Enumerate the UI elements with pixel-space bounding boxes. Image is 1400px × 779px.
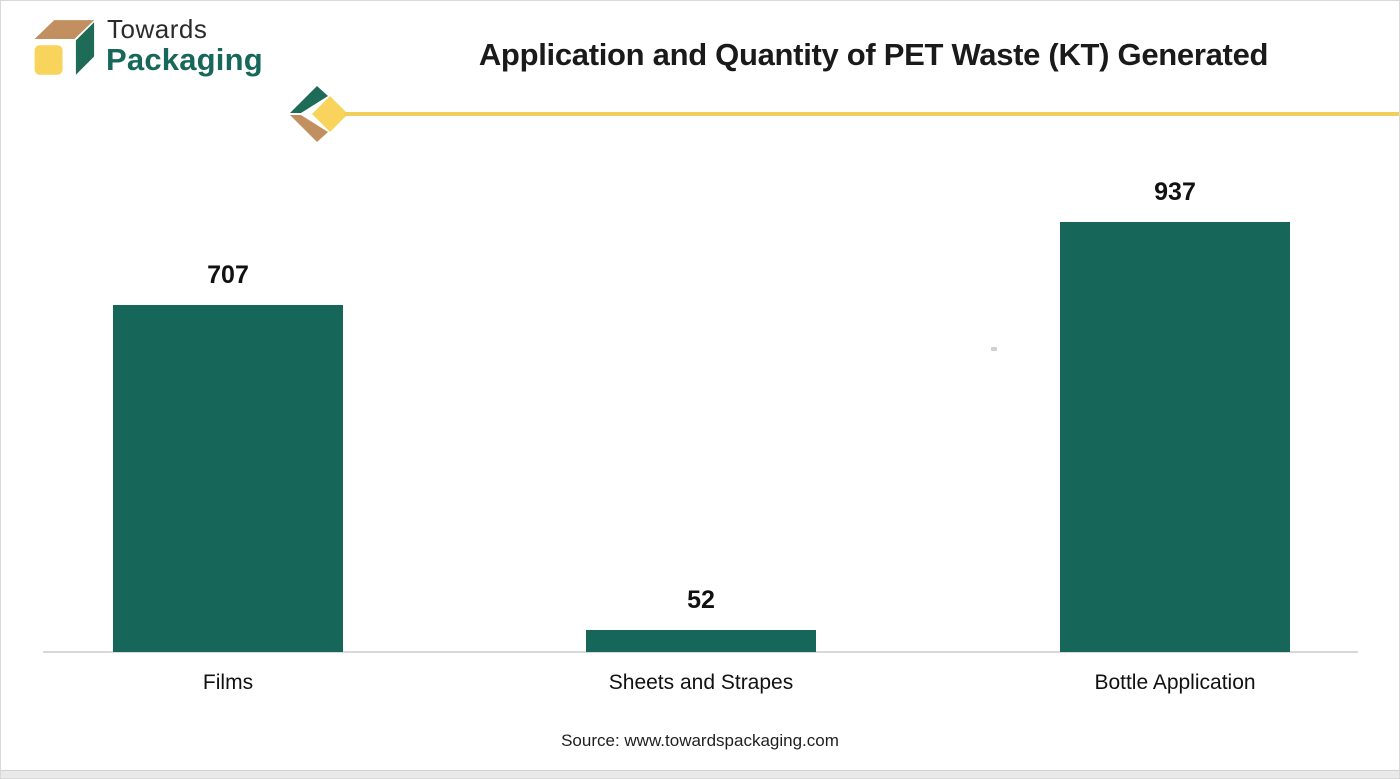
bar-value-label-bottle-application: 937 <box>1154 178 1196 206</box>
bottom-border-strip <box>1 770 1399 778</box>
speck-artifact <box>991 347 997 351</box>
x-axis-line <box>43 651 1358 653</box>
source-text: Source: www.towardspackaging.com <box>561 731 839 750</box>
title-divider-line <box>344 112 1399 116</box>
brand-cube-icon <box>34 20 95 75</box>
bar-value-label-sheets-and-strapes: 52 <box>687 586 715 614</box>
bar-value-label-films: 707 <box>207 261 249 289</box>
chevron-green-face <box>290 86 328 113</box>
cube-side-face <box>75 22 95 75</box>
bar-category-label-bottle-application: Bottle Application <box>1094 671 1256 694</box>
bar-films <box>113 305 343 652</box>
brand-name-line1: Towards <box>107 14 208 44</box>
bar-category-label-sheets-and-strapes: Sheets and Strapes <box>608 671 794 694</box>
bar-sheets-and-strapes <box>586 630 816 652</box>
chevron-yellow-diamond <box>312 96 348 132</box>
chevron-diamond-icon <box>290 86 348 142</box>
bar-bottle-application <box>1060 222 1290 652</box>
chevron-tan-face <box>290 115 328 142</box>
cube-front-face <box>34 45 63 75</box>
cube-top-face <box>34 20 95 39</box>
brand-name-line2: Packaging <box>106 42 263 77</box>
bar-category-label-films: Films <box>202 671 254 694</box>
chart-title: Application and Quantity of PET Waste (K… <box>478 37 1269 72</box>
